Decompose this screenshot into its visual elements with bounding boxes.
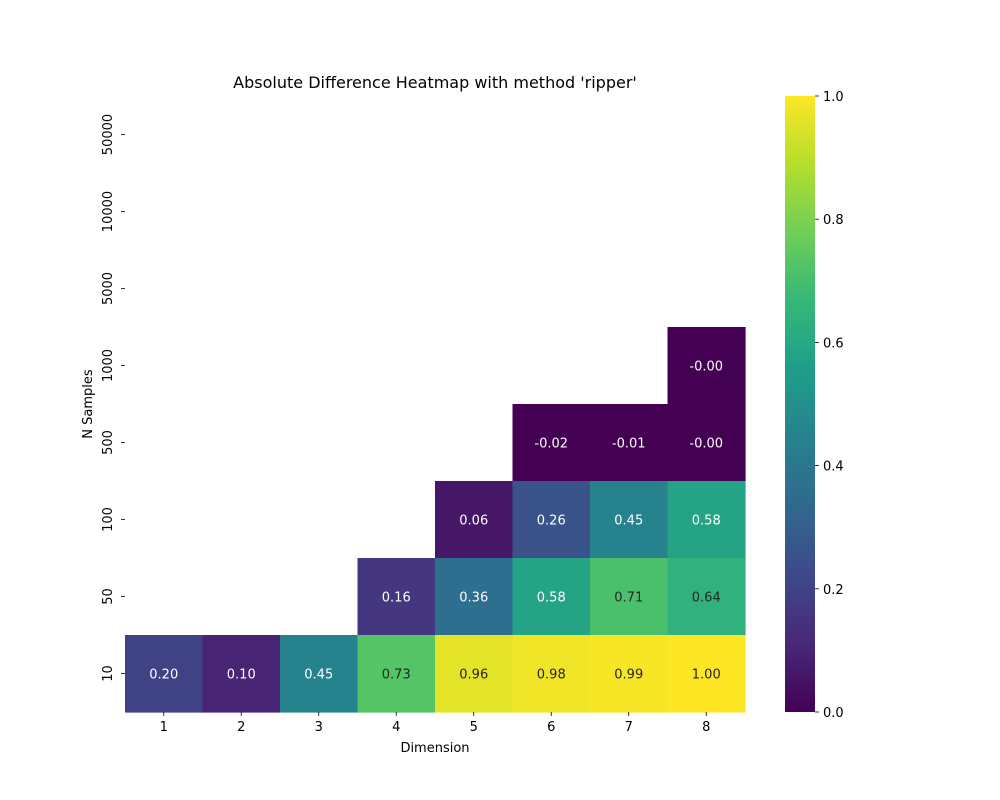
cell-value-label: 0.71 (614, 591, 643, 606)
heatmap-cell (512, 404, 591, 482)
colorbar-tick-label: 1.0 (823, 90, 844, 105)
y-tick-label: 100 (101, 507, 116, 532)
x-axis-label: Dimension (400, 741, 469, 756)
heatmap-cell (590, 404, 669, 482)
cell-value-label: 0.06 (459, 514, 488, 529)
heatmap-cell (435, 558, 514, 636)
chart-title: Absolute Difference Heatmap with method … (233, 73, 637, 92)
cell-value-label: 0.58 (537, 591, 566, 606)
cell-value-label: -0.01 (612, 437, 646, 452)
heatmap-cell (435, 481, 514, 559)
x-tick-label: 1 (160, 720, 168, 735)
cell-labels: -0.00 -0.02 -0.01 -0.00 0.06 0.26 0.45 0.58 0.16… (149, 360, 723, 683)
cell-value-label: -0.00 (689, 360, 723, 375)
cell-value-label: 0.58 (692, 514, 721, 529)
heatmap-cell (202, 635, 281, 713)
colorbar-ticks: 0.0 0.2 0.4 0.6 0.8 1.0 (815, 90, 844, 721)
cell-value-label: 0.10 (227, 668, 256, 683)
heatmap-cell (667, 481, 746, 559)
cell-value-label: -0.00 (689, 437, 723, 452)
cell-value-label: 1.00 (692, 668, 721, 683)
heatmap-cell (357, 558, 436, 636)
colorbar: 0.0 0.2 0.4 0.6 0.8 1.0 (785, 90, 844, 721)
cell-value-label: 0.64 (692, 591, 721, 606)
y-tick-label: 500 (101, 430, 116, 455)
x-tick-label: 2 (237, 720, 245, 735)
x-tick-label: 3 (315, 720, 323, 735)
x-tick-label: 5 (470, 720, 478, 735)
heatmap-cell (125, 635, 204, 713)
cell-value-label: 0.16 (382, 591, 411, 606)
heatmap-cell (512, 558, 591, 636)
heatmap-cell (667, 327, 746, 405)
heatmap-cell (512, 481, 591, 559)
colorbar-tick-label: 0.4 (823, 460, 844, 475)
heatmap-cell (435, 635, 514, 713)
heatmap-cell (667, 558, 746, 636)
cell-value-label: -0.02 (534, 437, 568, 452)
heatmap-cell (590, 481, 669, 559)
heatmap-cell (667, 404, 746, 482)
y-tick-label: 10000 (101, 191, 116, 232)
cell-value-label: 0.36 (459, 591, 488, 606)
y-tick-label: 5000 (101, 272, 116, 305)
heatmap-cell (590, 558, 669, 636)
cell-value-label: 0.26 (537, 514, 566, 529)
y-tick-label: 50000 (101, 114, 116, 155)
heatmap-cell (357, 635, 436, 713)
heatmap-cell (667, 635, 746, 713)
cell-value-label: 0.45 (614, 514, 643, 529)
cell-value-label: 0.98 (537, 668, 566, 683)
colorbar-tick-label: 0.8 (823, 213, 844, 228)
x-tick-label: 4 (392, 720, 400, 735)
heatmap-cell (590, 635, 669, 713)
y-axis: 50000 10000 5000 1000 500 100 50 10 (101, 114, 125, 682)
cell-value-label: 0.73 (382, 668, 411, 683)
x-axis: 1 2 3 4 5 6 7 8 (160, 712, 710, 735)
heatmap-cell (280, 635, 359, 713)
colorbar-tick-label: 0.2 (823, 583, 844, 598)
cell-value-label: 0.99 (614, 668, 643, 683)
y-tick-label: 50 (101, 588, 116, 605)
x-tick-label: 7 (625, 720, 633, 735)
y-tick-label: 10 (101, 665, 116, 682)
y-tick-label: 1000 (101, 349, 116, 382)
colorbar-tick-label: 0.0 (823, 706, 844, 721)
y-axis-label: N Samples (81, 369, 96, 439)
cell-value-label: 0.20 (149, 668, 178, 683)
cell-value-label: 0.96 (459, 668, 488, 683)
heatmap-cells (125, 327, 746, 713)
colorbar-tick-label: 0.6 (823, 336, 844, 351)
x-tick-label: 6 (547, 720, 555, 735)
x-tick-label: 8 (702, 720, 710, 735)
cell-value-label: 0.45 (304, 668, 333, 683)
heatmap-cell (512, 635, 591, 713)
colorbar-gradient (785, 96, 815, 712)
